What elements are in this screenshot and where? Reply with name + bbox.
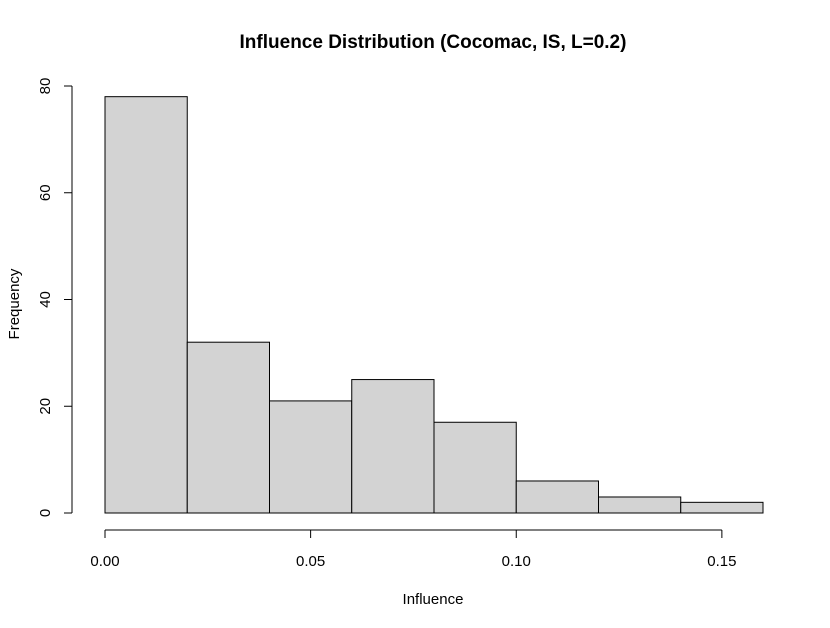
x-tick-label-0: 0.00: [90, 553, 119, 570]
histogram-bar-2: [269, 400, 353, 514]
histogram-bar-6: [598, 496, 682, 514]
y-tick-label-4: 80: [37, 78, 54, 95]
y-tick-label-1: 20: [37, 398, 54, 415]
histogram-bar-3: [351, 379, 435, 514]
x-tick-label-1: 0.05: [296, 553, 325, 570]
y-tick-label-2: 40: [37, 291, 54, 308]
x-tick-label-3: 0.15: [707, 553, 736, 570]
histogram-bar-0: [104, 96, 188, 514]
y-axis: 0 20 40 60 80: [37, 78, 73, 517]
x-tick-label-2: 0.10: [502, 553, 531, 570]
chart-title: Influence Distribution (Cocomac, IS, L=0…: [240, 32, 627, 53]
y-tick-label-3: 60: [37, 184, 54, 201]
y-tick-label-0: 0: [37, 509, 54, 517]
histogram-bar-5: [515, 480, 599, 514]
y-axis-label: Frequency: [6, 268, 23, 339]
x-axis-label: Influence: [403, 591, 464, 608]
histogram-bar-1: [186, 341, 270, 514]
x-axis: 0.00 0.05 0.10 0.15: [90, 529, 736, 570]
histogram-bar-7: [680, 501, 764, 514]
bars-group: [104, 96, 764, 514]
histogram-bar-4: [433, 421, 517, 514]
